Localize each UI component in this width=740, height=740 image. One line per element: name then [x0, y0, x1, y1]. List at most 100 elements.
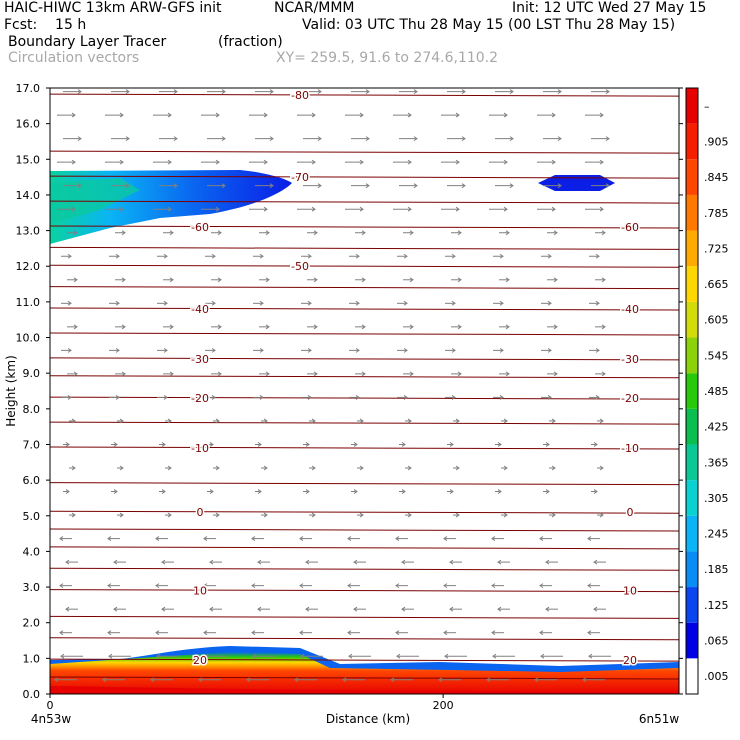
- vector-head: [359, 465, 364, 471]
- circulation-vector: [102, 677, 125, 683]
- circulation-vector: [351, 489, 358, 494]
- circulation-vector: [347, 630, 360, 636]
- circulation-vector: [399, 183, 418, 189]
- colorbar-label: .725: [704, 242, 729, 255]
- circulation-vector: [441, 112, 460, 118]
- circulation-vector: [453, 512, 460, 518]
- vector-head: [355, 394, 360, 400]
- vector-head: [211, 394, 216, 400]
- vector-head: [246, 677, 251, 683]
- vector-head: [499, 300, 504, 306]
- circulation-vector: [443, 583, 456, 589]
- circulation-vector: [399, 442, 406, 447]
- circulation-vector: [261, 418, 268, 424]
- circulation-vector: [347, 536, 360, 541]
- isotherm-label: 20: [193, 654, 207, 667]
- colorbar-swatch: [686, 337, 698, 374]
- isotherm-label: -20: [621, 392, 639, 405]
- circulation-vector: [489, 112, 508, 118]
- isotherm-line: [50, 246, 679, 250]
- vector-head: [313, 230, 318, 236]
- vector-head: [317, 136, 322, 142]
- circulation-vector: [63, 442, 70, 447]
- circulation-vector: [405, 418, 412, 424]
- vector-head: [221, 183, 226, 189]
- circulation-vector: [108, 653, 131, 659]
- circulation-vector: [301, 253, 312, 259]
- circulation-vector: [595, 277, 606, 283]
- vector-head: [353, 559, 358, 565]
- vector-head: [401, 559, 406, 565]
- circulation-vector: [307, 230, 318, 236]
- vector-head: [209, 559, 214, 565]
- circulation-vector: [251, 583, 264, 589]
- circulation-vector: [61, 300, 72, 306]
- vector-head: [449, 559, 454, 565]
- vector-head: [251, 630, 256, 636]
- circulation-vector: [201, 159, 220, 165]
- vector-head: [307, 394, 312, 400]
- circulation-vector: [543, 442, 550, 447]
- circulation-vector: [63, 89, 82, 94]
- isotherm-line: [50, 528, 679, 532]
- circulation-vector: [453, 418, 460, 424]
- vector-head: [102, 677, 107, 683]
- vector-head: [593, 559, 598, 565]
- circulation-vector: [353, 559, 366, 565]
- vector-head: [259, 253, 264, 259]
- circulation-vector: [211, 277, 222, 283]
- circulation-vector: [497, 606, 510, 612]
- vector-head: [359, 418, 364, 424]
- vector-head: [67, 253, 72, 259]
- circulation-vector: [403, 371, 414, 377]
- vector-head: [263, 112, 268, 118]
- circulation-vector: [67, 324, 78, 330]
- circulation-vector: [303, 89, 322, 94]
- vector-head: [401, 606, 406, 612]
- circulation-vector: [259, 371, 270, 377]
- circulation-vector: [211, 371, 222, 377]
- isotherm-label: -40: [621, 303, 639, 316]
- circulation-vector: [255, 183, 274, 189]
- isotherm-line: [50, 93, 679, 97]
- vector-head: [125, 136, 130, 142]
- x-tick-label: 0: [47, 699, 54, 712]
- circulation-vector: [246, 677, 269, 683]
- circulation-vector: [355, 230, 366, 236]
- vector-head: [443, 583, 448, 589]
- circulation-vector: [61, 253, 72, 259]
- vector-head: [119, 418, 124, 424]
- vector-head: [67, 347, 72, 353]
- circulation-vector: [251, 536, 264, 541]
- vector-head: [311, 465, 316, 471]
- isotherm-line: [50, 225, 679, 229]
- isotherm-line: [50, 375, 679, 379]
- circulation-vector: [445, 300, 456, 306]
- circulation-vector: [495, 183, 514, 189]
- y-tick-label: 6.0: [23, 474, 41, 487]
- vector-head: [457, 371, 462, 377]
- circulation-vector: [111, 136, 130, 142]
- vector-head: [491, 583, 496, 589]
- vector-head: [113, 559, 118, 565]
- circulation-vector: [351, 442, 358, 447]
- circulation-vector: [61, 394, 72, 400]
- circulation-vector: [69, 512, 76, 518]
- vector-head: [150, 677, 155, 683]
- vector-head: [115, 394, 120, 400]
- circulation-vector: [591, 489, 598, 494]
- vector-head: [342, 677, 347, 683]
- circulation-vector: [492, 653, 515, 659]
- vector-head: [119, 206, 124, 212]
- vector-head: [163, 253, 168, 259]
- vector-head: [497, 606, 502, 612]
- vector-head: [294, 677, 299, 683]
- circulation-vector: [547, 230, 558, 236]
- vector-head: [211, 300, 216, 306]
- circulation-vector: [163, 371, 174, 377]
- circulation-vector: [303, 183, 322, 189]
- vector-head: [455, 159, 460, 165]
- vector-head: [455, 512, 460, 518]
- model-title: HAIC-HIWC 13km ARW-GFS init: [4, 0, 222, 16]
- y-tick-label: 10.0: [16, 332, 41, 345]
